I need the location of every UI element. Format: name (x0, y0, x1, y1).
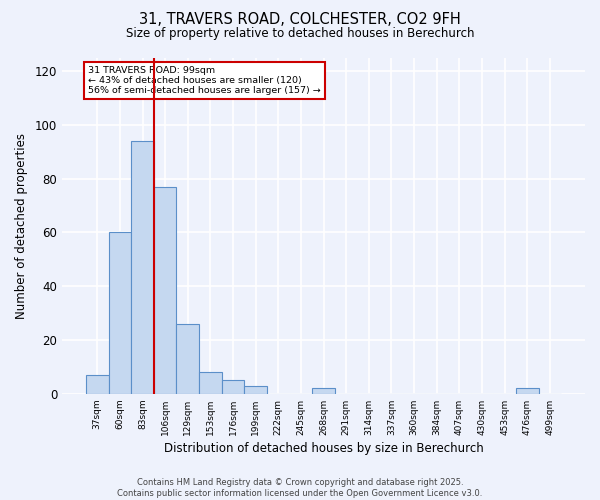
Text: Contains HM Land Registry data © Crown copyright and database right 2025.
Contai: Contains HM Land Registry data © Crown c… (118, 478, 482, 498)
Bar (222, 380, 244, 394)
Bar (176, 324, 199, 394)
Y-axis label: Number of detached properties: Number of detached properties (15, 132, 28, 318)
X-axis label: Distribution of detached houses by size in Berechurch: Distribution of detached houses by size … (164, 442, 484, 455)
Bar (131, 141, 154, 394)
Text: 31 TRAVERS ROAD: 99sqm
← 43% of detached houses are smaller (120)
56% of semi-de: 31 TRAVERS ROAD: 99sqm ← 43% of detached… (88, 66, 321, 96)
Bar (109, 232, 131, 394)
Bar (86, 375, 109, 394)
Text: 31, TRAVERS ROAD, COLCHESTER, CO2 9FH: 31, TRAVERS ROAD, COLCHESTER, CO2 9FH (139, 12, 461, 28)
Bar (244, 386, 267, 394)
Text: Size of property relative to detached houses in Berechurch: Size of property relative to detached ho… (126, 28, 474, 40)
Bar (199, 372, 222, 394)
Bar (154, 186, 176, 394)
Bar (516, 388, 539, 394)
Bar (312, 388, 335, 394)
